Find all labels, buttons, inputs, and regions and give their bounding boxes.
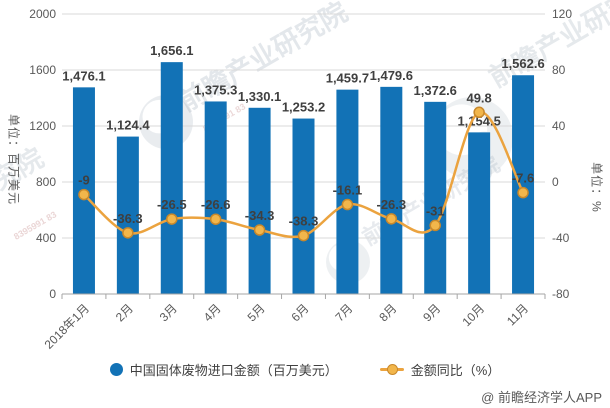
bar [116, 136, 139, 294]
y-axis-label-right: -40 [552, 231, 570, 245]
line-value-label: -31 [426, 203, 445, 218]
x-axis-label: 7月 [332, 301, 355, 324]
line-point-marker [385, 213, 398, 225]
bar-value-label: 1,124.4 [106, 118, 150, 133]
y-axis-label-left: 0 [49, 287, 56, 301]
x-axis-label: 5月 [245, 301, 268, 324]
bar-series-marker-icon [109, 363, 123, 376]
y-axis-label-right: 80 [552, 63, 566, 77]
x-axis-label: 2018年1月 [42, 301, 92, 351]
line-value-label: -7.6 [512, 171, 534, 186]
line-value-label: -26.5 [157, 197, 187, 212]
x-axis-label: 9月 [420, 301, 443, 324]
line-point-marker [429, 219, 441, 232]
line-value-label: -16.1 [333, 183, 363, 198]
line-point-marker [253, 224, 266, 236]
line-point-marker [473, 106, 485, 119]
line-value-label: -36.3 [113, 211, 143, 226]
y-axis-label-right: 0 [552, 175, 559, 189]
bar-value-label: 1,253.2 [282, 100, 325, 115]
legend: 中国固体废物进口金额（百万美元） 金额同比（%） [0, 360, 610, 379]
line-point-marker [517, 186, 529, 199]
x-axis-label: 11月 [504, 301, 531, 328]
bar [336, 89, 359, 294]
line-value-label: -38.3 [289, 214, 319, 229]
y-axis-label-left: 800 [36, 175, 56, 189]
line-point-marker [297, 229, 310, 242]
line-point-marker [122, 227, 134, 239]
left-axis-title: 单位：百万美元 [6, 113, 21, 205]
bar-value-label: 1,479.6 [370, 68, 413, 83]
bar-value-label: 1,562.6 [501, 56, 544, 71]
line-value-label: -9 [78, 173, 90, 188]
bar [424, 101, 447, 294]
line-value-label: -26.6 [201, 197, 231, 212]
line-series-marker-icon [379, 363, 404, 376]
bar [160, 62, 183, 295]
y-axis-label-right: -80 [552, 287, 570, 301]
x-axis-label: 3月 [157, 301, 180, 324]
y-axis-label-left: 1600 [29, 63, 56, 77]
bar [512, 75, 535, 295]
bar [380, 86, 403, 294]
trend-line [83, 111, 525, 239]
source-credit-watermark: @ 前瞻经济学人APP [481, 390, 602, 405]
x-axis-label: 10月 [459, 301, 487, 329]
bar [204, 101, 227, 294]
legend-label-yoy: 金额同比（%） [410, 363, 501, 378]
x-axis-label: 2月 [113, 301, 136, 324]
bar-value-label: 1,476.1 [62, 68, 105, 83]
line-point-marker [341, 198, 354, 211]
bar-value-label: 1,372.6 [414, 83, 457, 98]
legend-item-import-value: 中国固体废物进口金额（百万美元） [109, 360, 338, 379]
bar [248, 107, 271, 294]
y-axis-label-left: 1200 [29, 119, 56, 133]
line-value-label: 49.8 [466, 90, 491, 105]
y-axis-label-right: 120 [552, 7, 572, 21]
legend-item-yoy: 金额同比（%） [379, 360, 501, 379]
bar [468, 132, 491, 294]
y-axis-label-right: 40 [552, 119, 566, 133]
line-value-label: -34.3 [245, 208, 275, 223]
y-axis-label-left: 2000 [29, 7, 56, 21]
legend-label-import-value: 中国固体废物进口金额（百万美元） [129, 363, 338, 378]
line-point-marker [78, 188, 90, 201]
x-axis-label: 4月 [201, 301, 224, 324]
right-axis-title: 单位：% [589, 162, 604, 213]
bar-value-label: 1,375.3 [194, 82, 237, 97]
bar-value-label: 1,656.1 [150, 43, 193, 58]
line-value-label: -26.3 [376, 197, 406, 212]
y-axis-label-left: 400 [36, 231, 56, 245]
x-axis-label: 8月 [376, 301, 399, 324]
bar-value-label: 1,330.1 [238, 89, 281, 104]
bar-value-label: 1,459.7 [326, 71, 369, 86]
x-axis-label: 6月 [289, 301, 312, 324]
bar [292, 118, 315, 294]
line-point-marker [209, 213, 222, 225]
line-point-marker [166, 213, 178, 225]
